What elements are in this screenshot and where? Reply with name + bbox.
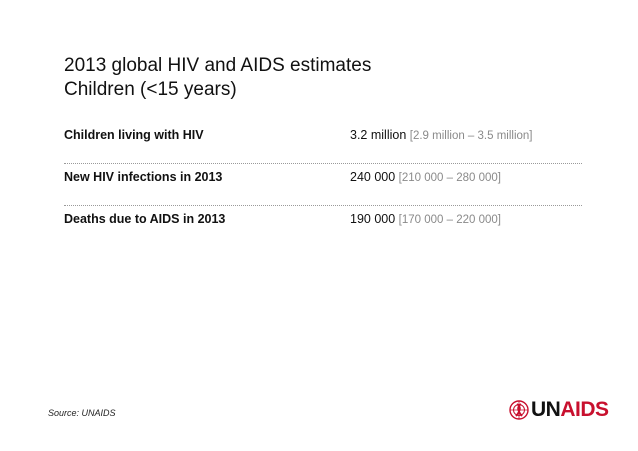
row-label: Deaths due to AIDS in 2013: [64, 212, 226, 226]
logo-text-un: UN: [531, 398, 561, 421]
table-row: New HIV infections in 2013 240 000 [210 …: [64, 164, 582, 206]
un-emblem-ribbon-icon: [509, 400, 529, 420]
value-number: 240 000: [350, 170, 396, 184]
value-number: 3.2 million: [350, 128, 407, 142]
logo-text-aids: AIDS: [560, 398, 609, 421]
title-line-1: 2013 global HIV and AIDS estimates: [64, 55, 372, 76]
row-label: New HIV infections in 2013: [64, 170, 223, 184]
value-range: [170 000 – 220 000]: [398, 214, 501, 226]
unaids-logo: UNAIDS: [509, 399, 609, 421]
value-range: [210 000 – 280 000]: [398, 172, 501, 184]
title-line-2: Children (<15 years): [64, 79, 237, 100]
row-label: Children living with HIV: [64, 128, 204, 142]
row-value: 3.2 million [2.9 million – 3.5 million]: [350, 128, 533, 142]
table-row: Deaths due to AIDS in 2013 190 000 [170 …: [64, 206, 582, 247]
row-value: 240 000 [210 000 – 280 000]: [350, 170, 501, 184]
row-value: 190 000 [170 000 – 220 000]: [350, 212, 501, 226]
value-number: 190 000: [350, 212, 396, 226]
estimates-table: Children living with HIV 3.2 million [2.…: [64, 122, 582, 247]
slide-title: 2013 global HIV and AIDS estimates Child…: [64, 54, 371, 102]
source-note: Source: UNAIDS: [48, 408, 116, 418]
table-row: Children living with HIV 3.2 million [2.…: [64, 122, 582, 164]
value-range: [2.9 million – 3.5 million]: [409, 130, 533, 142]
